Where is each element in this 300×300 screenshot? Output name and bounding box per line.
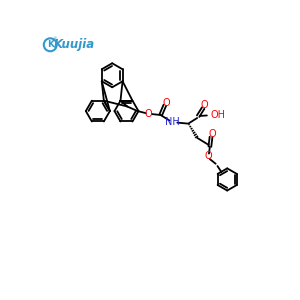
Text: NH: NH [165,117,180,128]
Text: ®: ® [52,38,57,43]
Text: O: O [200,100,208,110]
Text: O: O [205,152,212,161]
Text: Kuujia: Kuujia [53,38,94,51]
Text: O: O [162,98,170,107]
Text: OH: OH [210,110,225,120]
Text: O: O [208,129,216,139]
Text: O: O [145,109,152,119]
Text: K: K [47,40,54,49]
